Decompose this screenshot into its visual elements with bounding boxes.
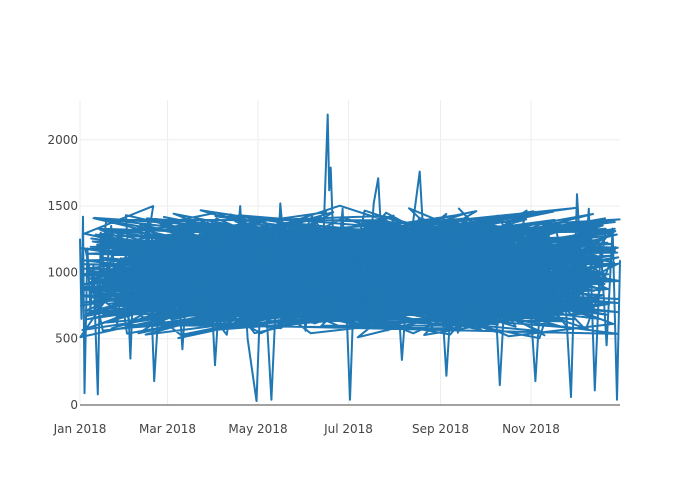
series-point [454,234,457,237]
series-point [100,231,102,234]
series-point [418,170,421,173]
series-point [304,329,307,332]
series-point [79,238,81,240]
series-point [570,396,572,398]
series-point [326,113,329,116]
series-point [134,239,136,242]
series-point [89,308,92,311]
series-line [79,113,621,402]
x-tick-label: Sep 2018 [412,422,469,436]
series-layer [79,113,621,402]
y-tick-label: 1000 [47,265,78,279]
series-point [230,318,233,320]
x-tick-label: Mar 2018 [139,422,196,436]
x-tick-label: May 2018 [228,422,287,436]
series-point [377,177,380,179]
series-point [328,189,331,191]
series-point [125,251,127,254]
series-point [261,241,264,243]
series-point [129,357,132,360]
series-point [116,323,118,325]
series-point [239,205,241,207]
series-point [147,218,149,221]
series-point [174,229,176,231]
series-point [552,303,554,306]
series-point [313,218,316,221]
series-point [616,398,618,401]
series-point [619,259,621,262]
series-point [582,295,584,298]
series-point [472,225,474,227]
series-point [168,311,170,314]
series-point [605,344,608,347]
series-point [334,295,337,298]
series-point [355,231,357,234]
series-point [543,231,546,234]
series-point [288,303,291,306]
series-point [445,375,448,377]
y-tick-label: 2000 [47,133,78,147]
y-tick-label: 1500 [47,199,78,213]
series-point [499,384,501,386]
series-point [594,389,596,392]
series-point [576,193,578,195]
series-point [86,247,89,250]
series-point [490,215,492,218]
series-point [160,258,163,260]
series-point [372,202,375,205]
series-point [82,215,84,218]
series-point [436,227,439,230]
series-point [507,221,510,223]
series-point [329,166,332,169]
series-point [181,348,184,351]
series-point [214,364,216,367]
series-point [599,245,602,247]
series-point [297,234,299,237]
series-point [611,227,614,230]
y-tick-label: 0 [70,398,78,412]
series-point [206,221,209,223]
series-point [83,392,86,394]
series-point [516,319,519,321]
x-tick-label: Nov 2018 [502,422,560,436]
series-point [189,237,191,239]
series-point [110,225,112,227]
series-point [525,245,528,247]
series-point [153,380,155,382]
series-point [197,291,200,294]
x-tick-label: Jan 2018 [53,422,107,436]
series-point [255,400,258,402]
x-tick-label: Jul 2018 [323,422,373,436]
series-point [349,398,351,401]
series-point [92,265,95,267]
series-point [401,359,403,361]
axis-layer: Jan 2018 Mar 2018 May 2018 Jul 2018 Sep 2018… [47,133,620,436]
series-point [321,284,323,287]
series-point [270,398,273,401]
series-point [534,380,537,382]
y-tick-label: 500 [55,332,78,346]
series-point [104,284,106,287]
series-point [341,207,344,210]
series-point [427,324,430,327]
series-point [279,202,282,205]
series-point [463,311,466,314]
series-point [97,393,99,396]
series-point [392,215,394,218]
series-point [221,247,224,250]
series-point [481,282,483,284]
series-point [246,337,249,340]
series-point [364,322,366,324]
series-point [410,238,412,240]
series-point [588,207,590,210]
series-point [561,239,563,242]
series-point [80,318,83,320]
series-point [140,298,142,300]
series-point [383,287,385,290]
